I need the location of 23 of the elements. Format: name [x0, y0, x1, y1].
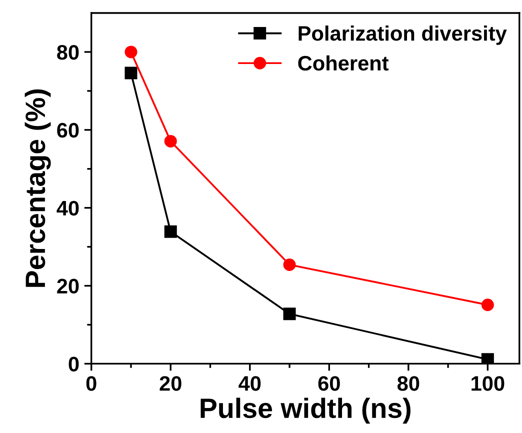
y-tick-label: 40 [56, 200, 79, 216]
point [124, 46, 138, 58]
point [481, 298, 494, 312]
y-tick-label: 20 [57, 278, 79, 294]
legend-label: Coherent [298, 55, 389, 71]
y-tick-label: 0 [68, 356, 79, 372]
point [164, 134, 177, 148]
point [283, 308, 296, 320]
x-tick-label: 20 [160, 376, 182, 391]
x-tick-label: 60 [318, 376, 340, 391]
legend-label: Polarization diversity [298, 25, 507, 45]
y-tick-label: 80 [57, 44, 79, 60]
point [124, 66, 138, 80]
x-tick-label: 40 [238, 376, 261, 391]
point [481, 353, 494, 364]
y-tick-label: 60 [57, 122, 79, 138]
x-tick-label: 0 [86, 376, 96, 391]
point [283, 258, 296, 271]
x-tick-label: 80 [397, 376, 420, 391]
x-axis-title: Pulse width (ns) [200, 398, 410, 424]
y-axis-title: Percentage (%) [24, 89, 51, 287]
point [164, 225, 177, 238]
x-tick-label: 100 [472, 376, 504, 391]
